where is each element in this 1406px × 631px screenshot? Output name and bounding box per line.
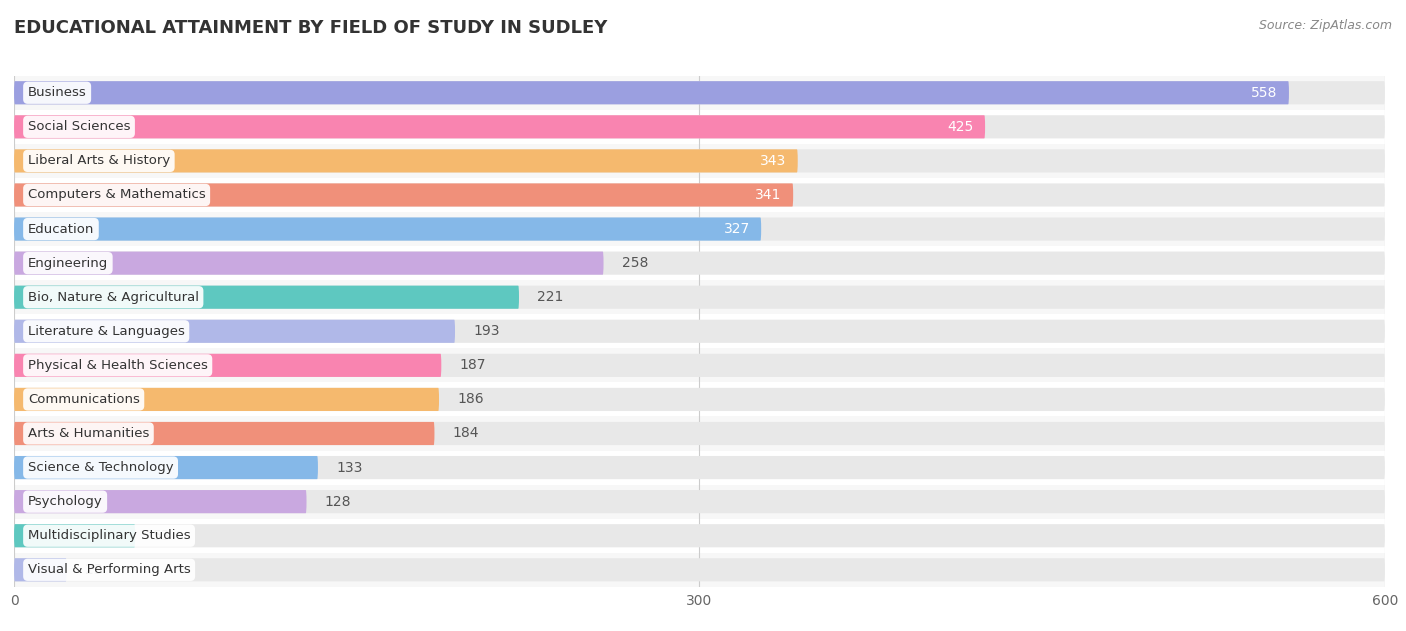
FancyBboxPatch shape	[14, 218, 1385, 240]
FancyBboxPatch shape	[14, 558, 66, 581]
Text: 221: 221	[537, 290, 564, 304]
FancyBboxPatch shape	[14, 252, 1385, 274]
Text: 23: 23	[84, 563, 103, 577]
Text: Literature & Languages: Literature & Languages	[28, 325, 184, 338]
FancyBboxPatch shape	[14, 320, 456, 343]
Text: Social Sciences: Social Sciences	[28, 121, 131, 133]
Bar	[14, 212, 1385, 246]
FancyBboxPatch shape	[14, 320, 1385, 343]
FancyBboxPatch shape	[14, 558, 1385, 581]
Bar	[14, 553, 1385, 587]
Bar	[14, 485, 1385, 519]
Text: Multidisciplinary Studies: Multidisciplinary Studies	[28, 529, 190, 542]
Text: 425: 425	[948, 120, 974, 134]
Text: 343: 343	[761, 154, 786, 168]
Bar	[14, 314, 1385, 348]
FancyBboxPatch shape	[14, 150, 797, 172]
Text: 558: 558	[1251, 86, 1278, 100]
Bar	[14, 144, 1385, 178]
Bar	[14, 246, 1385, 280]
Text: 258: 258	[621, 256, 648, 270]
Text: EDUCATIONAL ATTAINMENT BY FIELD OF STUDY IN SUDLEY: EDUCATIONAL ATTAINMENT BY FIELD OF STUDY…	[14, 19, 607, 37]
FancyBboxPatch shape	[14, 422, 434, 445]
Text: Psychology: Psychology	[28, 495, 103, 508]
Text: Science & Technology: Science & Technology	[28, 461, 173, 474]
Text: Source: ZipAtlas.com: Source: ZipAtlas.com	[1258, 19, 1392, 32]
Text: Business: Business	[28, 86, 87, 99]
FancyBboxPatch shape	[14, 184, 793, 206]
FancyBboxPatch shape	[14, 150, 1385, 172]
FancyBboxPatch shape	[14, 524, 1385, 547]
FancyBboxPatch shape	[14, 456, 1385, 479]
Bar	[14, 76, 1385, 110]
Text: Liberal Arts & History: Liberal Arts & History	[28, 155, 170, 167]
Bar	[14, 519, 1385, 553]
Text: 327: 327	[724, 222, 749, 236]
FancyBboxPatch shape	[14, 354, 1385, 377]
Text: Bio, Nature & Agricultural: Bio, Nature & Agricultural	[28, 291, 198, 304]
Text: Engineering: Engineering	[28, 257, 108, 269]
FancyBboxPatch shape	[14, 252, 603, 274]
FancyBboxPatch shape	[14, 388, 439, 411]
FancyBboxPatch shape	[14, 115, 986, 138]
FancyBboxPatch shape	[14, 490, 1385, 513]
FancyBboxPatch shape	[14, 456, 318, 479]
Bar	[14, 110, 1385, 144]
FancyBboxPatch shape	[14, 218, 761, 240]
FancyBboxPatch shape	[14, 286, 1385, 309]
Text: 128: 128	[325, 495, 352, 509]
Text: Education: Education	[28, 223, 94, 235]
FancyBboxPatch shape	[14, 81, 1289, 104]
Text: 193: 193	[474, 324, 499, 338]
Text: 187: 187	[460, 358, 486, 372]
Text: 341: 341	[755, 188, 782, 202]
FancyBboxPatch shape	[14, 115, 1385, 138]
Bar	[14, 382, 1385, 416]
FancyBboxPatch shape	[14, 354, 441, 377]
FancyBboxPatch shape	[14, 422, 1385, 445]
FancyBboxPatch shape	[14, 524, 135, 547]
FancyBboxPatch shape	[14, 81, 1385, 104]
Text: 53: 53	[153, 529, 172, 543]
Text: Arts & Humanities: Arts & Humanities	[28, 427, 149, 440]
Bar	[14, 348, 1385, 382]
Text: 186: 186	[457, 392, 484, 406]
Text: Visual & Performing Arts: Visual & Performing Arts	[28, 563, 191, 576]
Text: Communications: Communications	[28, 393, 139, 406]
Text: 133: 133	[336, 461, 363, 475]
Text: 184: 184	[453, 427, 479, 440]
FancyBboxPatch shape	[14, 286, 519, 309]
FancyBboxPatch shape	[14, 490, 307, 513]
Text: Computers & Mathematics: Computers & Mathematics	[28, 189, 205, 201]
Bar	[14, 416, 1385, 451]
Bar	[14, 451, 1385, 485]
Bar	[14, 178, 1385, 212]
Bar	[14, 280, 1385, 314]
Text: Physical & Health Sciences: Physical & Health Sciences	[28, 359, 208, 372]
FancyBboxPatch shape	[14, 184, 1385, 206]
FancyBboxPatch shape	[14, 388, 1385, 411]
